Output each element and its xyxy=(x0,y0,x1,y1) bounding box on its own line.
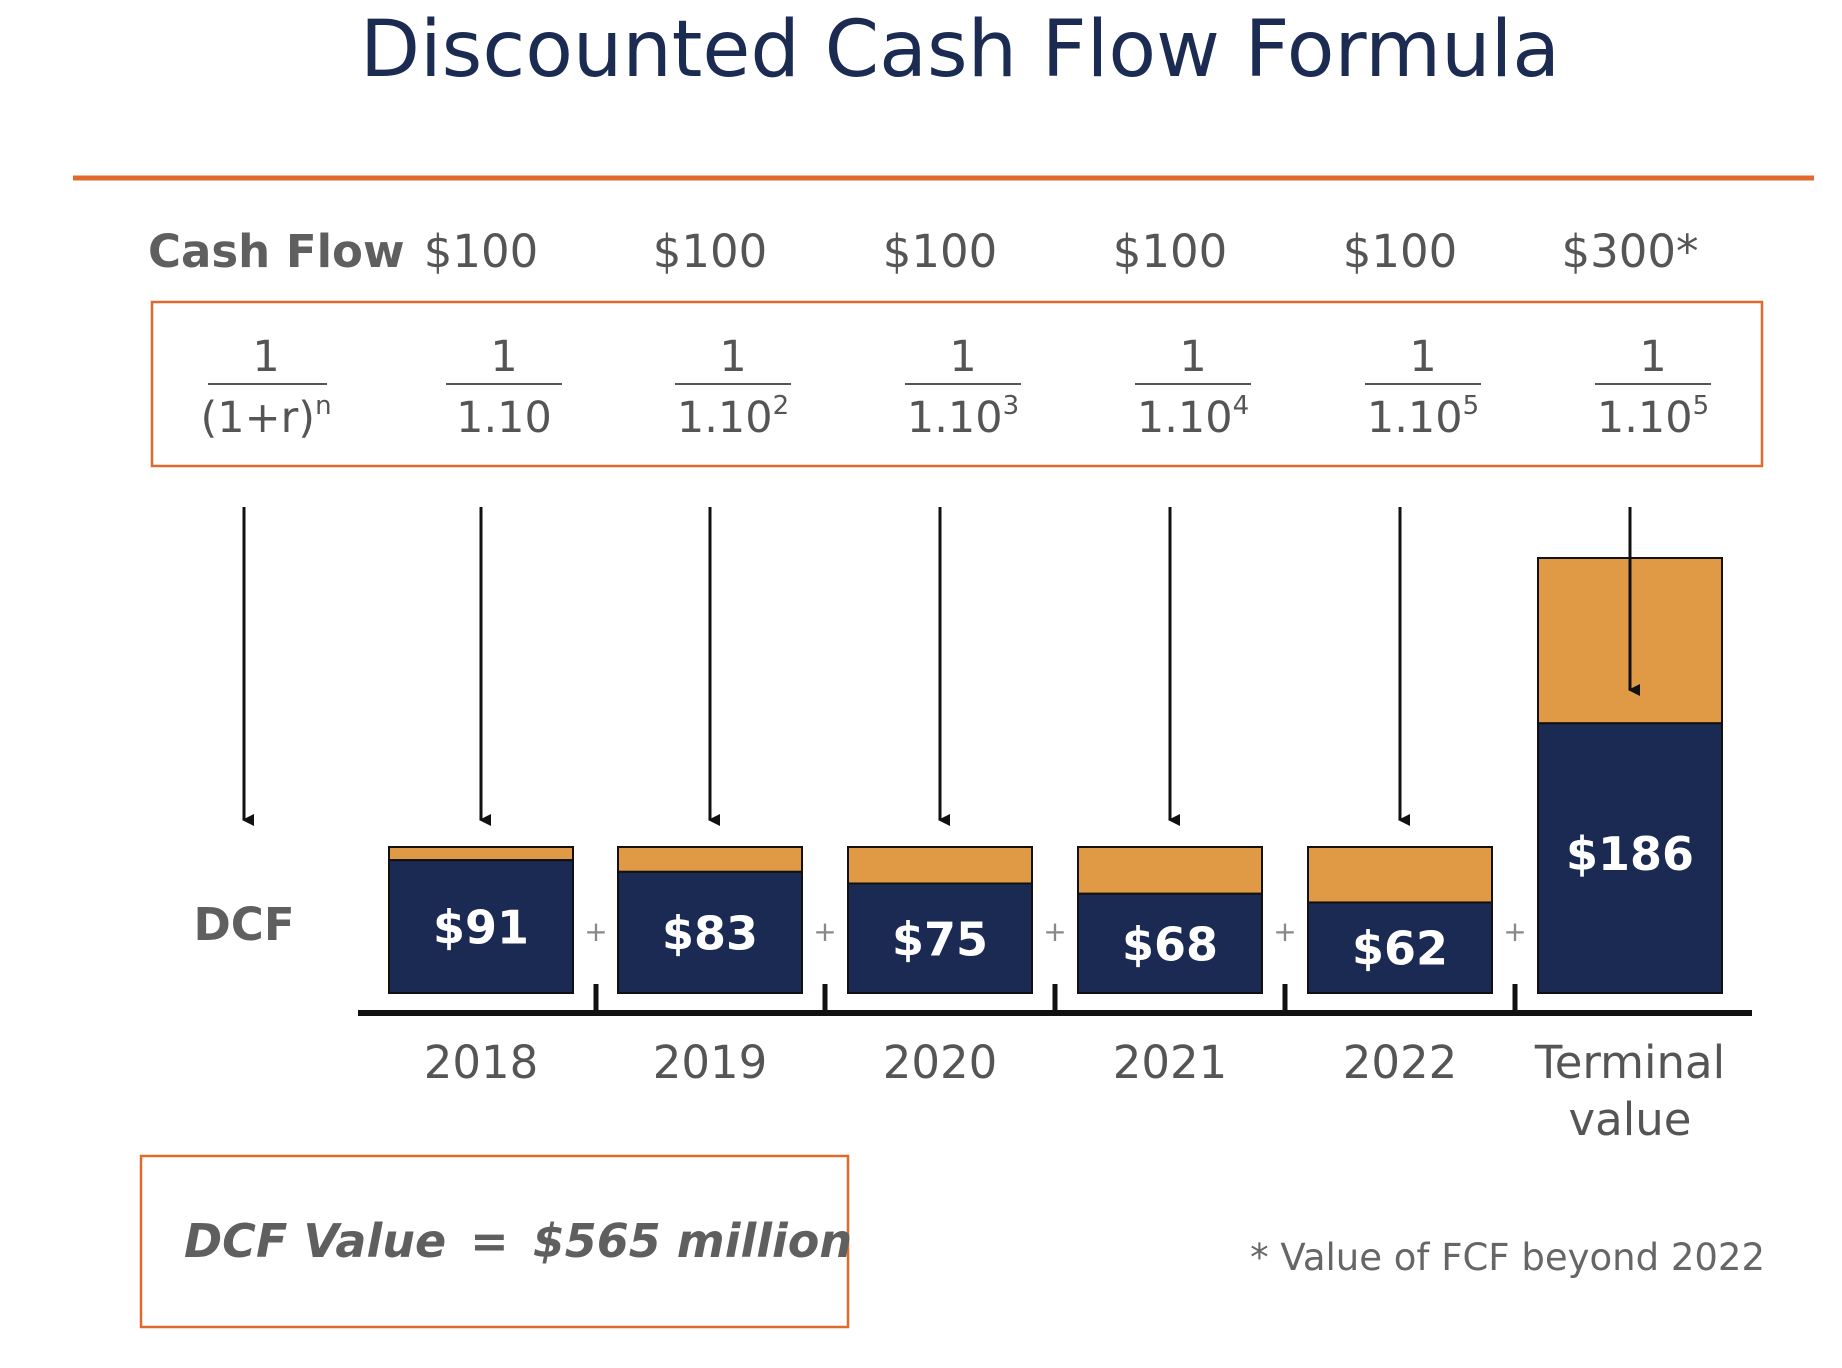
period-column: $100 1 1.102 $83 2019 + xyxy=(617,225,837,1089)
discount-bar-segment xyxy=(1077,846,1263,895)
cash-flow-row-label: Cash Flow xyxy=(148,225,405,278)
cash-flow-value: $100 xyxy=(424,225,539,278)
discount-factor-numerator: 1 xyxy=(1639,332,1666,382)
plus-sign: + xyxy=(584,915,607,948)
dcf-value-label: $186 xyxy=(1566,827,1694,881)
dcf-value-amount: $565 million xyxy=(533,1214,852,1268)
period-columns: $10011.10$912018+$10011.102$832019+$1001… xyxy=(388,225,1725,1146)
page-title: Discounted Cash Flow Formula xyxy=(360,5,1560,95)
generic-formula-base: (1+r) xyxy=(200,393,315,443)
period-column: $100 1 1.10 $91 2018 + xyxy=(388,225,608,1089)
discount-factor-base: 1.10 xyxy=(1137,393,1233,443)
plus-sign: + xyxy=(1503,915,1526,948)
cash-flow-value: $100 xyxy=(883,225,998,278)
discount-factor-denominator: 1.105 xyxy=(1367,391,1479,443)
period-column: $100 1 1.103 $75 2020 + xyxy=(847,225,1067,1089)
category-label: 2021 xyxy=(1113,1036,1228,1089)
discount-bar-segment xyxy=(388,846,574,862)
discount-factor-numerator: 1 xyxy=(1409,332,1436,382)
discount-factor-denominator: 1.102 xyxy=(677,391,789,443)
category-label: 2022 xyxy=(1343,1036,1458,1089)
discount-factor-exponent: 4 xyxy=(1233,391,1250,421)
present-value-bar xyxy=(617,870,803,995)
discount-factor-exponent: 3 xyxy=(1003,391,1020,421)
plus-sign: + xyxy=(1043,915,1066,948)
discount-bar-segment xyxy=(847,846,1033,885)
dcf-value-label: DCF Value xyxy=(184,1214,446,1268)
discount-factor-denominator: 1.104 xyxy=(1137,391,1249,443)
cash-flow-value: $100 xyxy=(1113,225,1228,278)
present-value-bar xyxy=(847,882,1033,994)
dcf-value-label: $83 xyxy=(662,906,758,960)
discount-factor-base: 1.10 xyxy=(907,393,1003,443)
generic-formula: 1 (1+r)n xyxy=(200,332,331,443)
cash-flow-value: $100 xyxy=(1343,225,1458,278)
discount-factor-denominator: 1.103 xyxy=(907,391,1019,443)
category-label: 2018 xyxy=(424,1036,539,1089)
dcf-value-label: $75 xyxy=(892,912,988,966)
category-label: 2020 xyxy=(883,1036,998,1089)
category-label: 2019 xyxy=(653,1036,768,1089)
dcf-value-equals: = xyxy=(470,1214,509,1268)
plus-sign: + xyxy=(1273,915,1296,948)
discount-factor-denominator: 1.10 xyxy=(456,393,552,443)
generic-formula-exponent: n xyxy=(315,391,331,421)
discount-bar-segment xyxy=(1307,846,1493,904)
present-value-bar xyxy=(1307,901,1493,994)
category-label: value xyxy=(1569,1093,1692,1146)
discount-factor-exponent: 5 xyxy=(1693,391,1710,421)
generic-formula-denominator: (1+r)n xyxy=(200,391,331,443)
present-value-bar xyxy=(1537,722,1723,994)
discount-factor-denominator: 1.105 xyxy=(1597,391,1709,443)
present-value-bar xyxy=(388,859,574,995)
discount-factor-exponent: 2 xyxy=(773,391,790,421)
discount-factor-numerator: 1 xyxy=(719,332,746,382)
discount-factor-numerator: 1 xyxy=(949,332,976,382)
cash-flow-value: $300* xyxy=(1561,225,1698,278)
dcf-value-text: DCF Value = $565 million xyxy=(184,1214,852,1268)
cash-flow-value: $100 xyxy=(653,225,768,278)
discount-factor-base: 1.10 xyxy=(456,393,552,443)
period-column: $100 1 1.104 $68 2021 + xyxy=(1077,225,1297,1089)
discount-factor-base: 1.10 xyxy=(677,393,773,443)
dcf-value-label: $62 xyxy=(1352,922,1448,976)
discount-factor-base: 1.10 xyxy=(1597,393,1693,443)
discount-factor-box xyxy=(150,300,1764,468)
discount-factor-exponent: 5 xyxy=(1463,391,1480,421)
dcf-row-label: DCF xyxy=(193,898,294,951)
discount-bar-segment xyxy=(617,846,803,873)
footnote: * Value of FCF beyond 2022 xyxy=(1250,1236,1765,1279)
discount-factor-numerator: 1 xyxy=(490,332,517,382)
generic-formula-numerator: 1 xyxy=(252,332,279,382)
plus-sign: + xyxy=(813,915,836,948)
present-value-bar xyxy=(1077,892,1263,994)
period-column: $100 1 1.105 $62 2022 + xyxy=(1307,225,1527,1089)
discount-factor-base: 1.10 xyxy=(1367,393,1463,443)
category-label: Terminal xyxy=(1534,1036,1725,1089)
dcf-value-label: $91 xyxy=(433,901,529,955)
discount-factor-numerator: 1 xyxy=(1179,332,1206,382)
dcf-value-box xyxy=(139,1154,850,1329)
dcf-value-label: $68 xyxy=(1122,917,1218,971)
